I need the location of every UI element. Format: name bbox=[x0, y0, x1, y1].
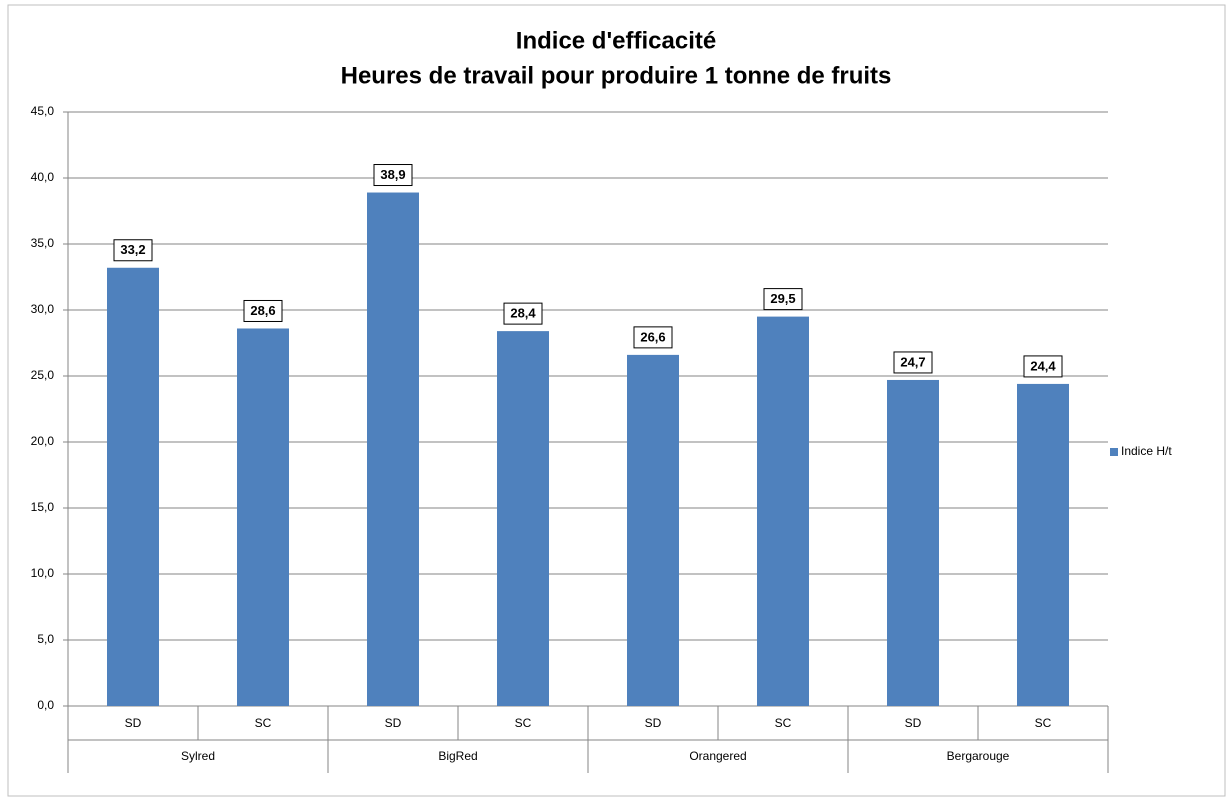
y-tick-label: 30,0 bbox=[31, 302, 55, 316]
value-label-box bbox=[243, 299, 283, 322]
value-label-box bbox=[113, 239, 153, 262]
bar bbox=[887, 379, 939, 706]
value-label-box bbox=[763, 288, 803, 311]
x-tick-label: SC bbox=[775, 716, 792, 730]
value-label: 33,2 bbox=[120, 242, 145, 257]
group-label: Bergarouge bbox=[947, 749, 1010, 763]
value-label: 26,6 bbox=[640, 329, 665, 344]
y-tick-label: 15,0 bbox=[31, 500, 55, 514]
x-tick-label: SD bbox=[645, 716, 662, 730]
bar bbox=[497, 331, 549, 706]
x-tick-label: SC bbox=[515, 716, 532, 730]
y-tick-label: 0,0 bbox=[37, 698, 54, 712]
value-label: 24,4 bbox=[1030, 358, 1056, 373]
y-tick-label: 25,0 bbox=[31, 368, 55, 382]
x-tick-label: SD bbox=[125, 716, 142, 730]
chart-subtitle: Heures de travail pour produire 1 tonne … bbox=[341, 62, 892, 89]
value-label-box bbox=[893, 351, 933, 374]
value-label-box bbox=[1023, 355, 1063, 378]
value-label-box bbox=[373, 164, 413, 187]
x-tick-label: SC bbox=[1035, 716, 1052, 730]
bar bbox=[627, 354, 679, 706]
value-label: 24,7 bbox=[900, 354, 925, 369]
y-tick-label: 5,0 bbox=[37, 632, 54, 646]
y-tick-label: 45,0 bbox=[31, 104, 55, 118]
x-tick-label: SD bbox=[385, 716, 402, 730]
value-label: 29,5 bbox=[770, 291, 795, 306]
value-label-box bbox=[633, 326, 673, 349]
legend-swatch bbox=[1110, 448, 1118, 456]
y-tick-label: 10,0 bbox=[31, 566, 55, 580]
x-tick-label: SC bbox=[255, 716, 272, 730]
group-label: BigRed bbox=[438, 749, 477, 763]
chart-title: Indice d'efficacité bbox=[516, 27, 716, 54]
y-tick-label: 20,0 bbox=[31, 434, 55, 448]
value-label-box bbox=[503, 302, 543, 325]
bar bbox=[107, 267, 159, 706]
x-tick-label: SD bbox=[905, 716, 922, 730]
group-label: Sylred bbox=[181, 749, 215, 763]
legend-label: Indice H/t bbox=[1121, 444, 1172, 458]
bar bbox=[757, 316, 809, 706]
bar bbox=[1017, 383, 1069, 706]
value-label: 38,9 bbox=[380, 167, 405, 182]
bar bbox=[367, 192, 419, 706]
bar bbox=[237, 328, 289, 706]
y-tick-label: 35,0 bbox=[31, 236, 55, 250]
value-label: 28,4 bbox=[510, 306, 536, 321]
group-label: Orangered bbox=[689, 749, 746, 763]
value-label: 28,6 bbox=[250, 303, 275, 318]
y-tick-label: 40,0 bbox=[31, 170, 55, 184]
